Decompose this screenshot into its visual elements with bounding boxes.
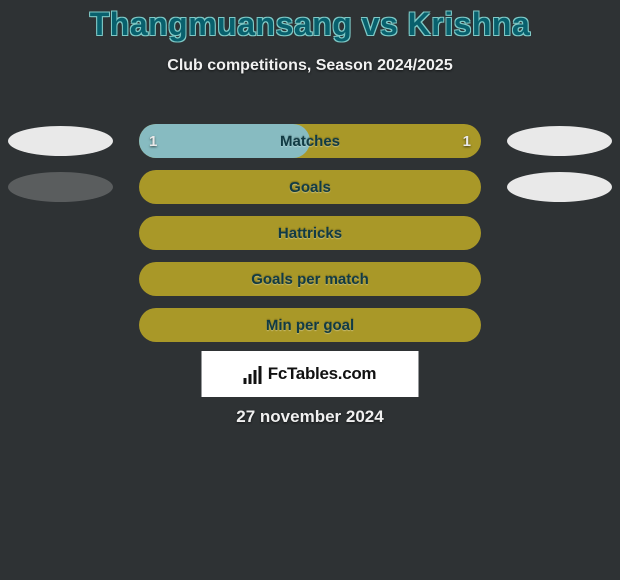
subtitle: Club competitions, Season 2024/2025 (0, 57, 620, 75)
stat-row: Goals (0, 164, 620, 210)
stats-rows: 11MatchesGoalsHattricksGoals per matchMi… (0, 118, 620, 348)
bar-bg (139, 216, 481, 250)
logo-bars-icon (244, 364, 262, 384)
bar-bg (139, 308, 481, 342)
ellipse-left-icon (8, 126, 113, 156)
stat-bar: Hattricks (139, 216, 481, 250)
ellipse-left-icon (8, 172, 113, 202)
bar-bg (139, 170, 481, 204)
stat-value-right: 1 (453, 124, 481, 158)
stat-bar: Min per goal (139, 308, 481, 342)
stat-bar: 11Matches (139, 124, 481, 158)
page-title: Thangmuansang vs Krishna (0, 0, 620, 43)
logo-box: FcTables.com (202, 351, 419, 397)
stat-row: Min per goal (0, 302, 620, 348)
ellipse-right-icon (507, 126, 612, 156)
stat-row: 11Matches (0, 118, 620, 164)
ellipse-right-icon (507, 172, 612, 202)
stat-bar: Goals per match (139, 262, 481, 296)
logo-text: FcTables.com (268, 364, 377, 384)
stat-bar: Goals (139, 170, 481, 204)
stat-row: Goals per match (0, 256, 620, 302)
bar-bg (139, 262, 481, 296)
date-text: 27 november 2024 (0, 407, 620, 427)
stat-row: Hattricks (0, 210, 620, 256)
stat-value-left: 1 (139, 124, 167, 158)
